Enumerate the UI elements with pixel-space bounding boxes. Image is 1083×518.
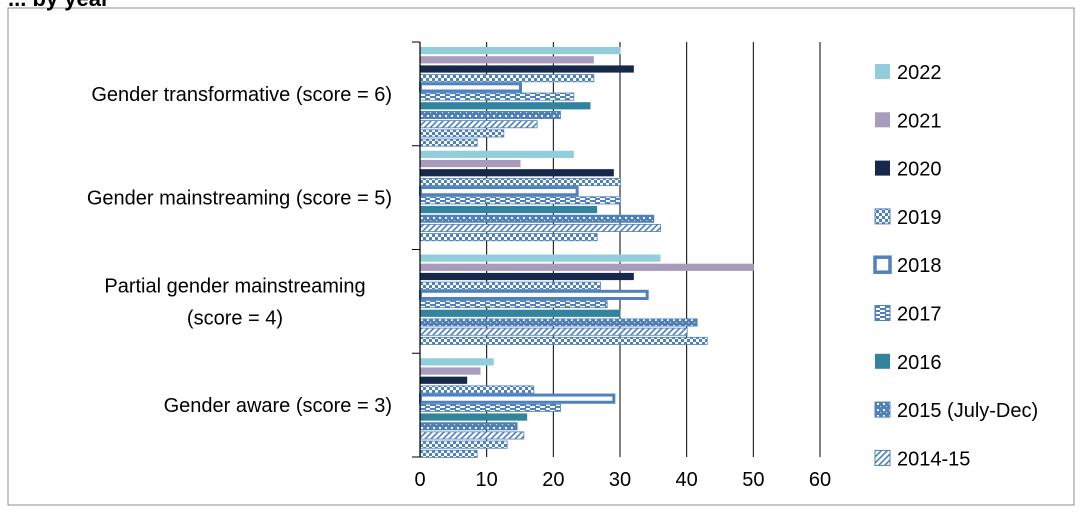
legend-swatch	[874, 305, 891, 321]
bar	[420, 196, 621, 205]
legend: 2022 2021 2020 2019 2018 2017 2016 2015 (July-D…	[873, 62, 1038, 470]
bar	[420, 327, 688, 336]
x-tick-label: 30	[609, 469, 631, 491]
bar	[420, 358, 494, 366]
bar	[420, 254, 661, 262]
legend-label: 2019	[897, 207, 942, 229]
bar	[420, 449, 478, 458]
axes: 0 10 20 30 40 50 60 Gender transformative (scor…	[87, 41, 831, 491]
legend-label: 2014-15	[897, 448, 970, 470]
bar	[420, 385, 535, 394]
bar	[420, 263, 754, 271]
legend-swatch	[874, 449, 891, 466]
bar	[419, 82, 522, 93]
bar	[420, 120, 538, 129]
category-label: Gender aware (score = 3)	[164, 395, 392, 417]
bar	[420, 223, 661, 232]
category-label: Partial gender mainstreaming	[104, 275, 365, 297]
bar	[420, 318, 698, 327]
x-tick-label: 60	[809, 469, 831, 491]
legend-swatch	[875, 160, 890, 176]
bar	[420, 47, 621, 55]
x-tick-label: 40	[676, 469, 698, 491]
bar	[420, 102, 591, 110]
bar	[420, 431, 525, 440]
legend-label: 2016	[897, 352, 942, 374]
bar	[420, 150, 574, 158]
x-tick-label: 20	[542, 469, 564, 491]
legend-swatch	[875, 112, 890, 128]
bar	[420, 92, 575, 101]
bar	[420, 300, 608, 309]
bar	[420, 129, 505, 138]
x-tick-label: 50	[742, 469, 764, 491]
bar	[420, 367, 481, 375]
category-label: Gender mainstreaming (score = 5)	[87, 188, 392, 210]
category-label: (score = 4)	[187, 307, 283, 329]
partial-title: ... by year	[8, 0, 110, 12]
bar	[420, 205, 598, 214]
bar	[419, 393, 616, 404]
bar	[420, 233, 598, 242]
bar	[420, 177, 621, 186]
bar	[420, 74, 595, 83]
bar	[420, 138, 478, 147]
legend-label: 2017	[897, 304, 942, 326]
legend-swatch	[874, 401, 891, 418]
legend-swatch	[875, 64, 890, 79]
chart-border	[7, 7, 1075, 506]
bar	[420, 272, 634, 281]
bar	[420, 111, 561, 120]
bar	[420, 65, 634, 73]
bar	[420, 159, 521, 168]
bar	[420, 336, 708, 345]
legend-swatch	[874, 208, 891, 225]
bar	[419, 289, 649, 300]
bar	[420, 309, 621, 317]
legend-swatch	[873, 255, 892, 274]
bar	[420, 440, 508, 449]
legend-label: 2021	[897, 110, 942, 132]
x-tick-label: 10	[476, 469, 498, 491]
bar	[420, 403, 561, 412]
bar	[420, 281, 601, 290]
legend-label: 2022	[897, 62, 942, 84]
bar	[420, 376, 468, 384]
bars	[419, 47, 754, 458]
x-tick-label: 0	[414, 469, 425, 491]
category-label: Gender transformative (score = 6)	[91, 84, 392, 106]
bar	[420, 214, 655, 223]
bar	[420, 56, 594, 64]
legend-label: 2015 (July-Dec)	[897, 400, 1038, 422]
bar	[420, 422, 518, 431]
bar	[420, 413, 528, 421]
legend-label: 2020	[897, 159, 942, 181]
bar	[420, 169, 614, 177]
legend-swatch	[875, 353, 890, 369]
legend-label: 2018	[897, 255, 942, 277]
bar	[419, 186, 579, 197]
